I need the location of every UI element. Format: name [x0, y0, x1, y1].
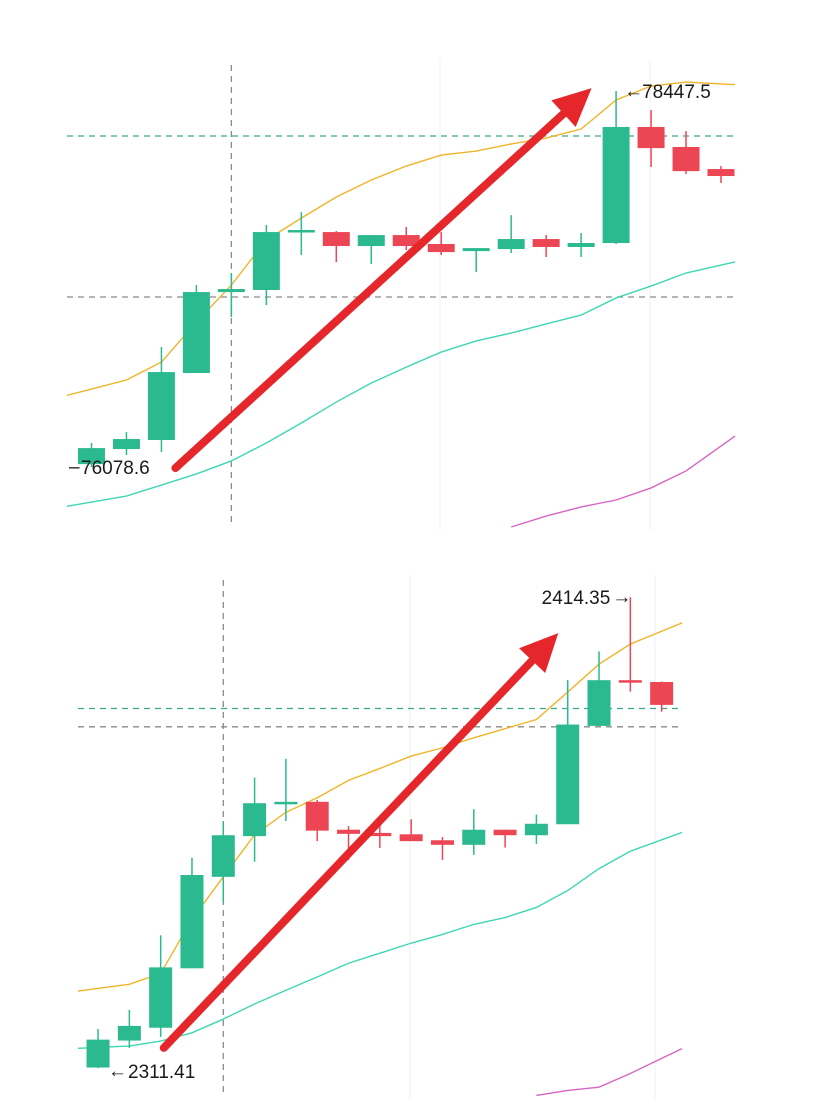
- candle-body: [86, 1039, 110, 1068]
- candle-body: [149, 967, 173, 1028]
- candle-body: [587, 680, 611, 726]
- candle-body: [305, 801, 329, 831]
- candle-bullish: [497, 215, 525, 254]
- candle-bearish: [392, 226, 420, 250]
- candle-body: [618, 680, 642, 683]
- trend-arrow-shaft: [159, 656, 537, 1052]
- candle-body: [532, 239, 560, 247]
- candle-body: [147, 372, 175, 440]
- candle-body: [337, 829, 361, 834]
- candle-body: [497, 239, 525, 250]
- right-arrow-icon: →: [612, 587, 631, 608]
- ma-fast-line: [77, 622, 683, 992]
- candle-body: [243, 803, 267, 837]
- candle-body: [274, 801, 298, 805]
- candle-bearish: [305, 800, 329, 842]
- candle-body: [567, 243, 595, 247]
- candle-bullish: [252, 225, 280, 306]
- candle-bullish: [587, 651, 611, 726]
- candle-bullish: [77, 443, 105, 468]
- candle-bearish: [707, 166, 735, 184]
- candle-body: [672, 146, 700, 172]
- top-chart: [66, 60, 736, 530]
- candle-bullish: [147, 346, 175, 453]
- candle-bullish: [211, 821, 235, 903]
- candle-bullish: [567, 233, 595, 257]
- candle-body: [217, 289, 245, 293]
- candle-body: [357, 235, 385, 247]
- candle-bullish: [287, 212, 315, 256]
- candle-bearish: [650, 681, 674, 712]
- candle-bullish: [357, 235, 385, 264]
- candle-body: [462, 829, 486, 845]
- candle-bearish: [493, 829, 517, 848]
- candle-body: [252, 232, 280, 290]
- candle-body: [427, 243, 455, 253]
- candle-bullish: [86, 1029, 110, 1068]
- trend-arrow-shaft: [171, 109, 568, 473]
- trend-arrow-head: [519, 633, 559, 674]
- candle-body: [392, 235, 420, 247]
- candle-body: [462, 248, 490, 252]
- high-price-label: 2414.35: [542, 588, 611, 609]
- candle-body: [287, 230, 315, 233]
- candle-body: [650, 682, 674, 705]
- candle-bullish: [462, 248, 490, 273]
- candle-body: [368, 832, 392, 837]
- high-price-label: 78447.5: [642, 82, 711, 103]
- candle-body: [493, 829, 517, 836]
- candle-body: [430, 840, 454, 845]
- candle-bullish: [180, 857, 204, 969]
- low-price-label: 2311.41: [128, 1062, 195, 1083]
- candle-bullish: [149, 935, 173, 1037]
- candle-bearish: [637, 110, 665, 167]
- ma-slow-line: [510, 435, 736, 528]
- candle-bullish: [243, 777, 267, 862]
- candle-bearish: [399, 819, 423, 842]
- candle-bullish: [182, 285, 210, 374]
- candle-bearish: [618, 597, 642, 692]
- candle-bearish: [672, 131, 700, 174]
- candle-bullish: [462, 809, 486, 855]
- candle-bullish: [602, 91, 630, 244]
- candle-bullish: [217, 273, 245, 317]
- low-price-label: 76078.6: [81, 458, 150, 479]
- candle-bullish: [112, 432, 140, 456]
- candle-bearish: [430, 837, 454, 860]
- candle-bearish: [322, 231, 350, 263]
- left-arrow-icon: ←: [624, 81, 643, 102]
- candle-body: [112, 439, 140, 450]
- candle-body: [707, 169, 735, 177]
- ma-fast-line: [66, 81, 736, 397]
- candle-body: [637, 126, 665, 149]
- left-arrow-icon: ←: [108, 1061, 127, 1082]
- candle-body: [117, 1025, 141, 1041]
- candle-body: [77, 448, 105, 465]
- trend-arrow-head: [551, 88, 592, 128]
- candle-body: [182, 292, 210, 374]
- bottom-chart: [77, 575, 683, 1100]
- candle-body: [211, 835, 235, 877]
- candle-bullish: [274, 758, 298, 822]
- candle-body: [399, 834, 423, 842]
- candle-bullish: [117, 1009, 141, 1048]
- ma-slow-line: [536, 1047, 683, 1097]
- candle-bearish: [532, 235, 560, 257]
- dash-icon: –: [69, 457, 80, 478]
- candle-body: [556, 724, 580, 825]
- candle-bullish: [556, 680, 580, 825]
- ma-mid-line: [66, 261, 736, 507]
- candle-bullish: [524, 814, 548, 844]
- candle-body: [180, 875, 204, 969]
- candle-body: [524, 823, 548, 836]
- candle-body: [322, 232, 350, 247]
- candle-body: [602, 126, 630, 244]
- candle-bearish: [427, 232, 455, 256]
